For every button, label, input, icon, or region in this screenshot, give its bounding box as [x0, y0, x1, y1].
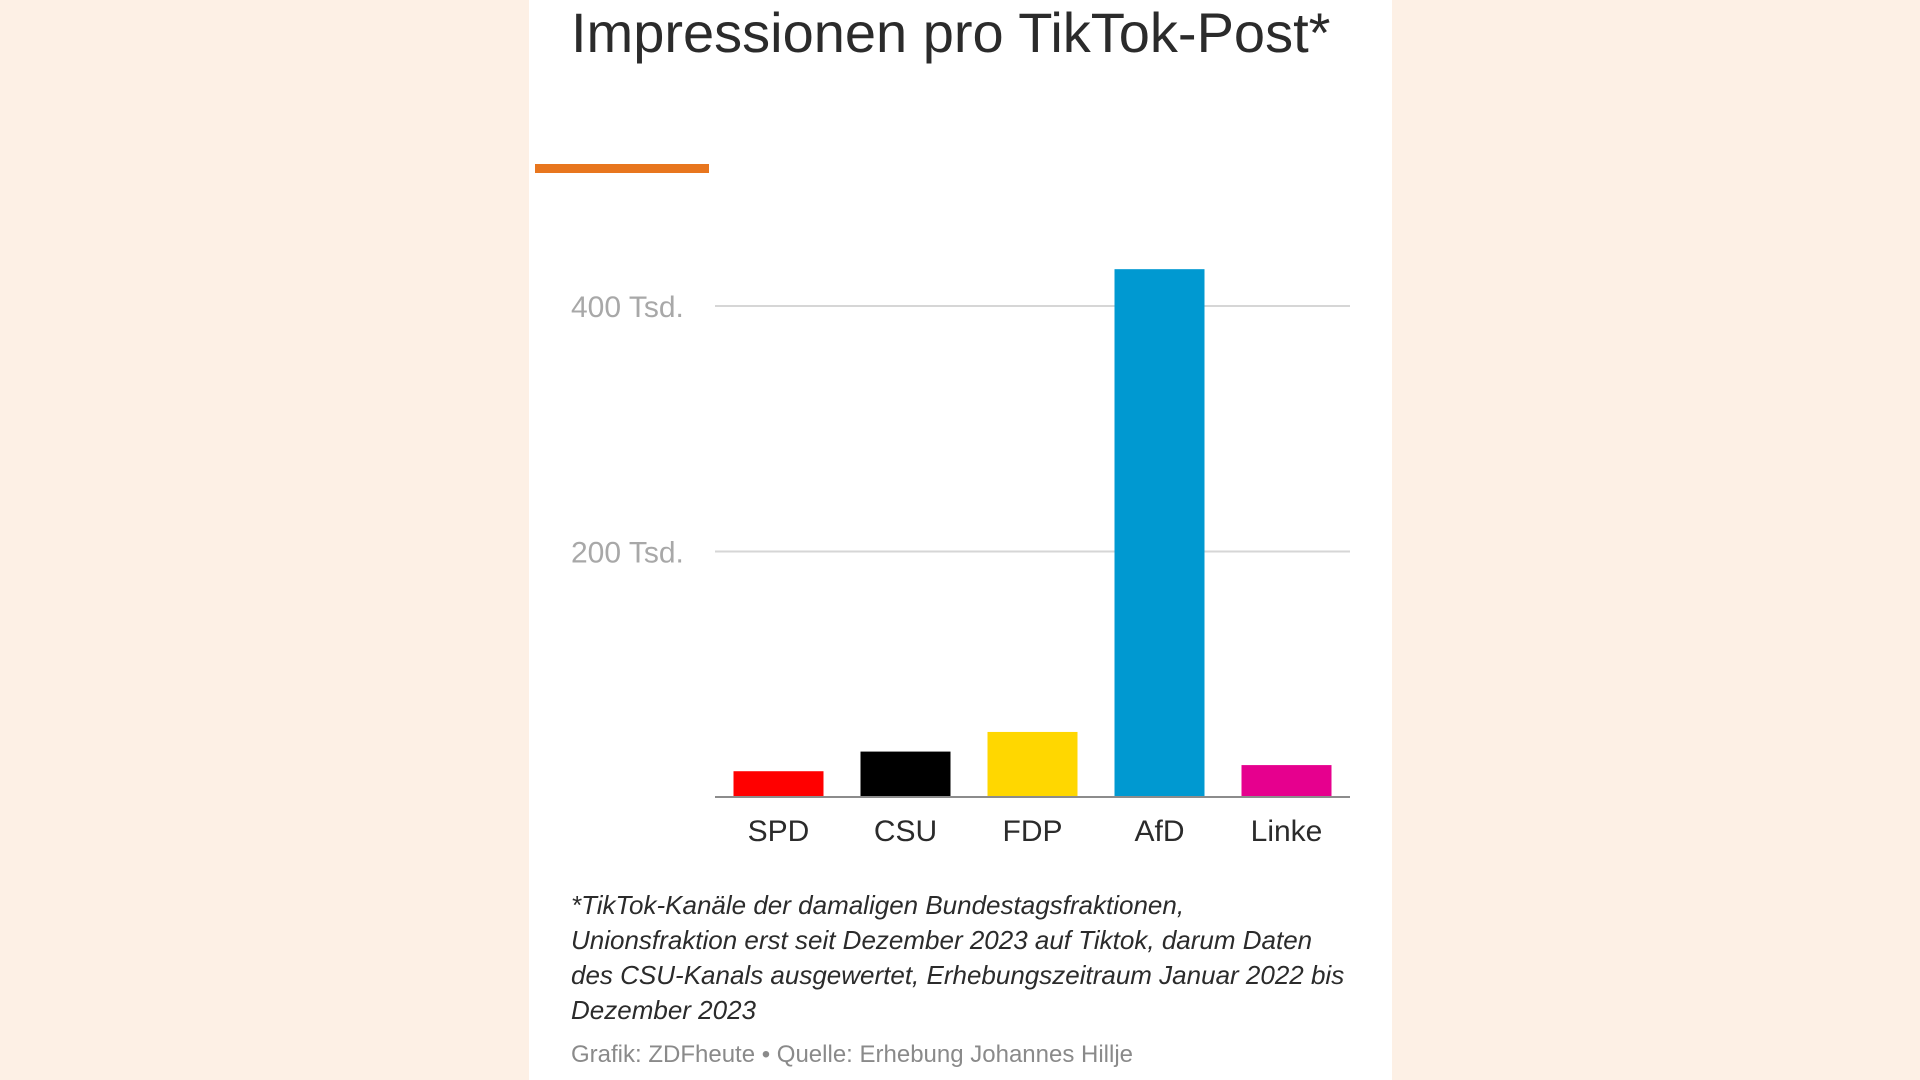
chart-source: Grafik: ZDFheute • Quelle: Erhebung Joha…	[571, 1041, 1134, 1068]
bar-afd	[1114, 269, 1205, 797]
bar-spd	[733, 771, 824, 797]
bar-chart: 200 Tsd. 400 Tsd. SPD CSU FDP AfD Linke	[571, 269, 1350, 848]
chart-title: Impressionen pro TikTok-Post*	[571, 1, 1331, 64]
chart-card: Impressionen pro TikTok-Post* 200 Tsd. 40…	[529, 0, 1392, 1080]
title-accent-bar	[535, 164, 709, 173]
x-label-csu: CSU	[874, 815, 937, 848]
x-label-linke: Linke	[1251, 815, 1323, 848]
y-tick-label-1: 200 Tsd.	[571, 537, 684, 570]
x-label-spd: SPD	[748, 815, 810, 848]
y-tick-label-2: 400 Tsd.	[571, 291, 684, 324]
chart-footnote: *TikTok-Kanäle der damaligen Bundestagsf…	[571, 890, 1345, 1025]
bar-csu	[860, 751, 951, 797]
bar-linke	[1241, 765, 1332, 797]
x-label-fdp: FDP	[1003, 815, 1063, 848]
x-label-afd: AfD	[1134, 815, 1184, 848]
bar-fdp	[987, 731, 1078, 797]
